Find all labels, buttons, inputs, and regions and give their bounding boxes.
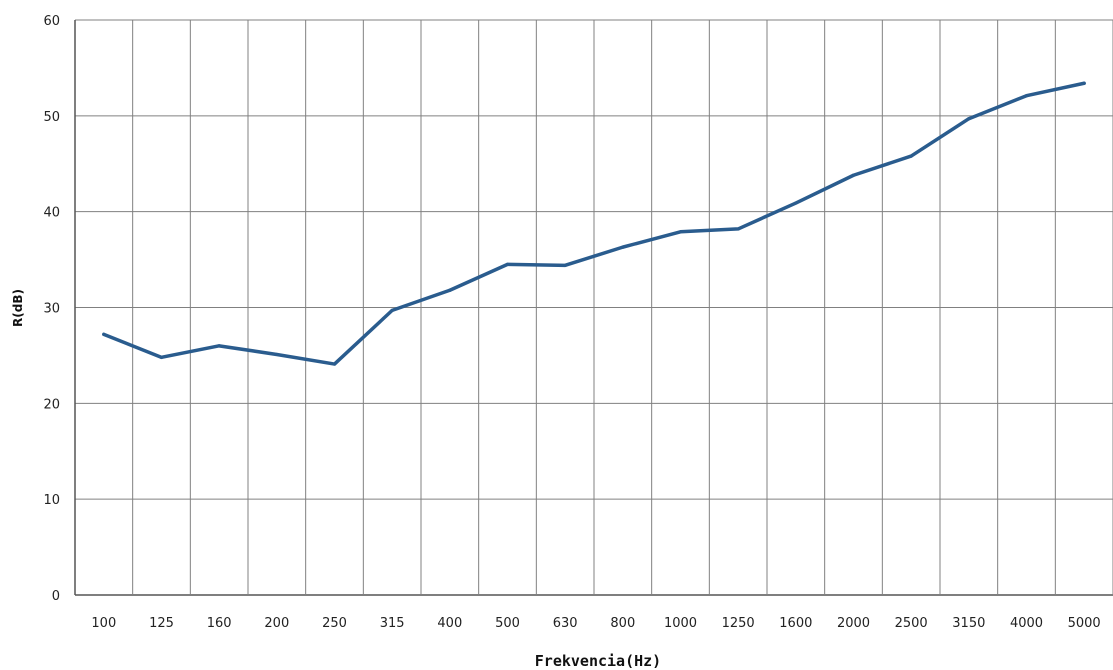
y-tick-label: 50 bbox=[43, 110, 60, 125]
x-tick-label: 500 bbox=[495, 616, 520, 631]
data-point bbox=[160, 356, 163, 359]
data-point bbox=[737, 227, 740, 230]
y-tick-label: 60 bbox=[43, 14, 60, 29]
x-axis-title: Frekvencia(Hz) bbox=[535, 652, 661, 670]
data-point bbox=[218, 344, 221, 347]
data-point bbox=[506, 263, 509, 266]
data-point bbox=[852, 174, 855, 177]
y-tick-label: 20 bbox=[43, 397, 60, 412]
data-point bbox=[967, 117, 970, 120]
y-tick-label: 0 bbox=[52, 589, 60, 604]
x-tick-label: 1600 bbox=[779, 616, 812, 631]
x-tick-label: 1250 bbox=[722, 616, 755, 631]
data-point bbox=[1025, 94, 1028, 97]
data-point bbox=[564, 264, 567, 267]
x-tick-label: 125 bbox=[149, 616, 174, 631]
data-point bbox=[1083, 82, 1086, 85]
y-tick-label: 10 bbox=[43, 493, 60, 508]
x-tick-label: 200 bbox=[264, 616, 289, 631]
x-tick-label: 2000 bbox=[837, 616, 870, 631]
data-point bbox=[102, 333, 105, 336]
x-tick-label: 3150 bbox=[952, 616, 985, 631]
data-point bbox=[679, 230, 682, 233]
data-point bbox=[794, 201, 797, 204]
x-tick-label: 2500 bbox=[895, 616, 928, 631]
x-tick-label: 160 bbox=[207, 616, 232, 631]
data-point bbox=[275, 353, 278, 356]
y-tick-label: 30 bbox=[43, 302, 60, 317]
data-point bbox=[333, 362, 336, 365]
data-point bbox=[391, 309, 394, 312]
data-point bbox=[910, 154, 913, 157]
x-tick-label: 5000 bbox=[1068, 616, 1101, 631]
x-tick-label: 100 bbox=[91, 616, 116, 631]
data-point bbox=[621, 246, 624, 249]
x-tick-label: 630 bbox=[553, 616, 578, 631]
x-tick-label: 400 bbox=[437, 616, 462, 631]
x-tick-label: 4000 bbox=[1010, 616, 1043, 631]
y-tick-label: 40 bbox=[43, 206, 60, 221]
x-tick-label: 1000 bbox=[664, 616, 697, 631]
y-axis-title: R(dB) bbox=[11, 289, 25, 327]
x-tick-label: 800 bbox=[610, 616, 635, 631]
x-tick-label: 250 bbox=[322, 616, 347, 631]
data-point bbox=[448, 289, 451, 292]
x-tick-label: 315 bbox=[380, 616, 405, 631]
